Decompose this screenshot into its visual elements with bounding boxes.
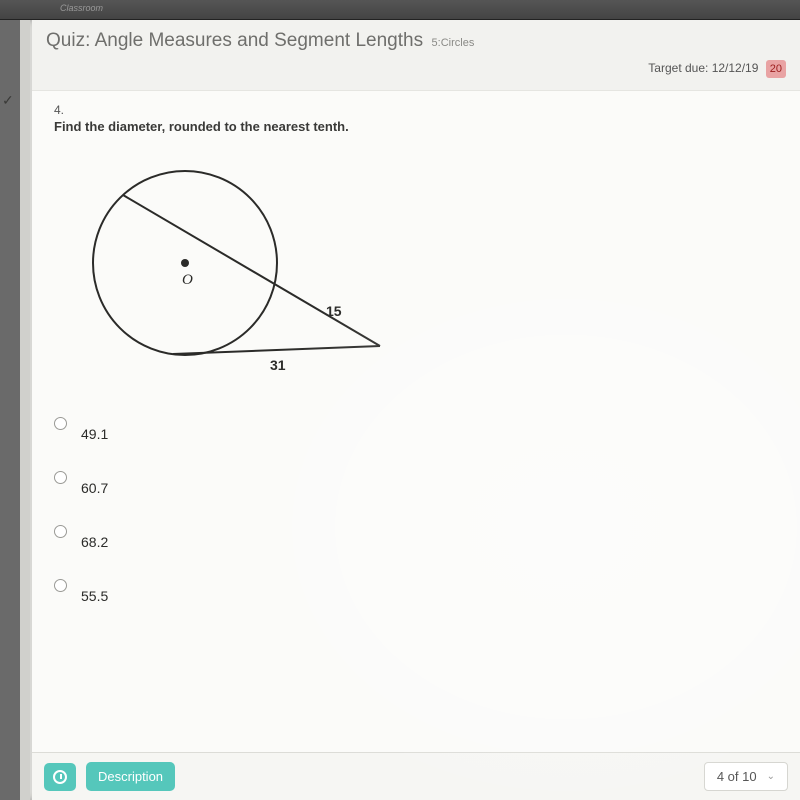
clock-icon <box>53 770 67 784</box>
app-frame: ✓ Quiz: Angle Measures and Segment Lengt… <box>20 20 800 800</box>
center-dot-icon <box>181 259 189 267</box>
choice-a[interactable]: 49.1 <box>54 416 778 442</box>
choice-c[interactable]: 68.2 <box>54 524 778 550</box>
due-badge: 20 <box>766 60 786 78</box>
description-label: Description <box>98 769 163 784</box>
radio-icon[interactable] <box>54 525 67 538</box>
choice-label: 60.7 <box>81 470 108 496</box>
quiz-subtitle: 5:Circles <box>432 37 475 49</box>
choice-label: 68.2 <box>81 524 108 550</box>
due-row: Target due: 12/12/19 20 <box>46 52 786 84</box>
choice-d[interactable]: 55.5 <box>54 578 778 604</box>
pager-text: 4 of 10 <box>717 769 757 784</box>
radio-icon[interactable] <box>54 417 67 430</box>
segment-label-31: 31 <box>270 357 286 373</box>
choice-b[interactable]: 60.7 <box>54 470 778 496</box>
quiz-header: Quiz: Angle Measures and Segment Lengths… <box>32 20 800 90</box>
prev-checkmark-icon: ✓ <box>2 92 16 109</box>
left-gutter <box>20 20 30 800</box>
tangent-line <box>173 346 380 354</box>
bottom-bar: Description 4 of 10 ⌄ <box>32 752 800 800</box>
description-button[interactable]: Description <box>86 762 175 791</box>
question-number: 4. <box>54 103 778 117</box>
choice-label: 55.5 <box>81 578 108 604</box>
choice-label: 49.1 <box>81 416 108 442</box>
geometry-figure: O 15 31 <box>60 148 400 398</box>
due-label: Target due: <box>648 61 708 75</box>
secant-line <box>123 195 380 346</box>
radio-icon[interactable] <box>54 471 67 484</box>
center-label: O <box>182 272 193 288</box>
browser-chrome: Classroom <box>0 0 800 20</box>
quiz-title: Quiz: Angle Measures and Segment Lengths <box>46 30 423 51</box>
due-date: 12/12/19 <box>712 61 759 75</box>
tab-hint: Classroom <box>0 0 800 16</box>
timer-button[interactable] <box>44 763 76 791</box>
page: Quiz: Angle Measures and Segment Lengths… <box>32 20 800 800</box>
radio-icon[interactable] <box>54 579 67 592</box>
question-prompt: Find the diameter, rounded to the neares… <box>54 119 778 134</box>
segment-label-15: 15 <box>326 303 342 319</box>
question-pager[interactable]: 4 of 10 ⌄ <box>704 762 788 791</box>
answer-choices: 49.1 60.7 68.2 55.5 <box>54 416 778 604</box>
chevron-down-icon: ⌄ <box>767 771 775 782</box>
question-card: 4. Find the diameter, rounded to the nea… <box>32 90 800 800</box>
